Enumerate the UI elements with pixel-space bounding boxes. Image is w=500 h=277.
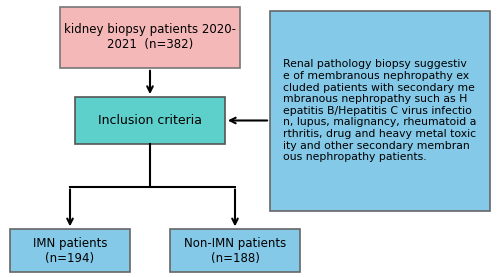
FancyBboxPatch shape — [60, 7, 240, 68]
FancyBboxPatch shape — [10, 229, 130, 272]
FancyBboxPatch shape — [170, 229, 300, 272]
Text: Non-IMN patients
(n=188): Non-IMN patients (n=188) — [184, 237, 286, 265]
Text: kidney biopsy patients 2020-
2021  (n=382): kidney biopsy patients 2020- 2021 (n=382… — [64, 23, 236, 52]
Text: IMN patients
(n=194): IMN patients (n=194) — [33, 237, 107, 265]
Text: Renal pathology biopsy suggestiv
e of membranous nephropathy ex
cluded patients : Renal pathology biopsy suggestiv e of me… — [282, 59, 476, 162]
FancyBboxPatch shape — [270, 11, 490, 211]
FancyBboxPatch shape — [75, 97, 225, 144]
Text: Inclusion criteria: Inclusion criteria — [98, 114, 202, 127]
